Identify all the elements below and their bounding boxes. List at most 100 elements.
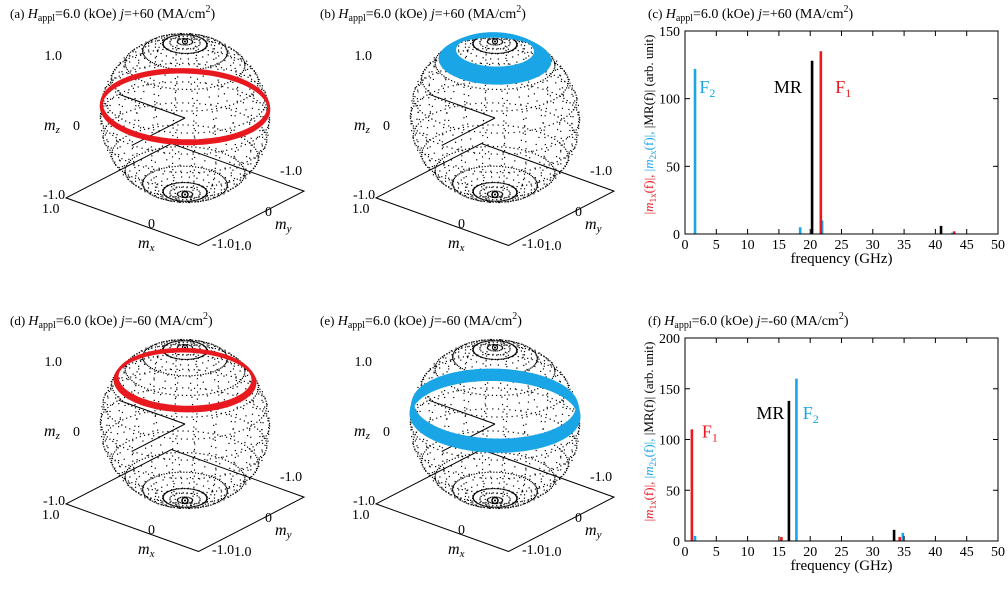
x-tick-label: 45 xyxy=(960,238,974,253)
mz-top-label: 1.0 xyxy=(355,355,373,370)
x-tick-label: 35 xyxy=(897,545,911,560)
y-tick-label: 150 xyxy=(659,25,680,40)
mx-zero-label: 0 xyxy=(148,217,155,232)
x-tick-label: 0 xyxy=(682,238,689,253)
axis-line xyxy=(428,399,496,425)
my-zero-label: 0 xyxy=(265,205,272,220)
x-tick-label: 40 xyxy=(928,545,942,560)
mx-left-label: 1.0 xyxy=(352,508,370,523)
mz-zero-label: 0 xyxy=(383,119,390,134)
sphere-b-header: (b) Happl=6.0 (kOe) j=+60 (MA/cm2) xyxy=(320,4,526,24)
y-tick-label: 50 xyxy=(666,160,680,175)
my-right-label: -1.0 xyxy=(590,470,612,485)
series-label: F1 xyxy=(702,421,718,444)
x-axis-label: frequency (GHz) xyxy=(790,251,892,267)
my-axis-label: my xyxy=(275,216,292,235)
series-label: MR xyxy=(774,77,802,97)
floor-box xyxy=(64,448,306,553)
x-tick-label: 0 xyxy=(682,545,689,560)
precession-ring xyxy=(113,347,257,413)
axis-line xyxy=(428,93,496,119)
mx-left-label: 1.0 xyxy=(42,508,60,523)
my-right-label: -1.0 xyxy=(590,164,612,179)
x-tick-label: 25 xyxy=(835,238,849,253)
mz-top-label: 1.0 xyxy=(45,49,63,64)
y-tick-label: 150 xyxy=(659,383,680,398)
mx-zero-label: 0 xyxy=(458,217,465,232)
south-pole-marker xyxy=(491,496,499,505)
sphere-a-header: (a) Happl=6.0 (kOe) j=+60 (MA/cm2) xyxy=(10,4,215,24)
corner-one-label: 1.0 xyxy=(234,545,252,560)
x-tick-label: 30 xyxy=(866,545,880,560)
y-tick-label: 0 xyxy=(673,228,680,243)
y-tick-label: 100 xyxy=(659,93,680,108)
mz-axis-label: mz xyxy=(44,423,61,442)
x-axis-label: frequency (GHz) xyxy=(790,558,892,574)
x-tick-label: 5 xyxy=(713,238,720,253)
mz-axis-label: mz xyxy=(354,117,371,136)
y-tick-label: 0 xyxy=(673,535,680,550)
mx-axis-label: mx xyxy=(448,235,465,254)
x-tick-label: 20 xyxy=(803,238,817,253)
mz-bottom-label: -1.0 xyxy=(353,188,375,203)
plot-frame xyxy=(684,30,999,235)
sphere-e-header: (e) Happl=6.0 (kOe) j=-60 (MA/cm2) xyxy=(320,311,522,331)
axis-line xyxy=(118,399,186,425)
x-tick-label: 45 xyxy=(960,545,974,560)
mx-axis-label: mx xyxy=(138,235,155,254)
mz-zero-label: 0 xyxy=(383,425,390,440)
corner-one-label: 1.0 xyxy=(544,239,562,254)
y-axis-label: |m1x(f)|, |m2x(f)|, |MR(f)| (arb. unit) xyxy=(641,342,658,522)
mx-zero-label: 0 xyxy=(458,523,465,538)
mx-left-label: 1.0 xyxy=(352,202,370,217)
south-pole-marker xyxy=(181,496,189,505)
sphere-d-header: (d) Happl=6.0 (kOe) j=-60 (MA/cm2) xyxy=(10,311,213,331)
my-axis-label: my xyxy=(275,522,292,541)
y-axis-label: |m1x(f)|, |m2x(f)|, |MR(f)| (arb. unit) xyxy=(641,35,658,215)
plot-frame xyxy=(684,337,999,542)
series-label: MR xyxy=(756,403,784,423)
corner-label: -1.0 xyxy=(522,543,544,558)
my-axis-label: my xyxy=(585,216,602,235)
axis-line xyxy=(118,93,186,119)
corner-label: -1.0 xyxy=(212,237,234,252)
floor-box xyxy=(374,142,616,247)
chart-header: (c) Happl=6.0 (kOe) j=+60 (MA/cm2) xyxy=(648,4,853,24)
mz-zero-label: 0 xyxy=(73,425,80,440)
x-tick-label: 25 xyxy=(835,545,849,560)
my-zero-label: 0 xyxy=(575,205,582,220)
my-right-label: -1.0 xyxy=(280,164,302,179)
series-label: F2 xyxy=(803,403,819,426)
mx-axis-label: mx xyxy=(138,541,155,560)
south-pole-marker xyxy=(181,190,189,199)
x-tick-label: 10 xyxy=(741,238,755,253)
mz-axis-label: mz xyxy=(44,117,61,136)
x-tick-label: 15 xyxy=(772,545,786,560)
x-tick-label: 20 xyxy=(803,545,817,560)
x-tick-label: 50 xyxy=(991,238,1005,253)
sphere-mesh xyxy=(409,32,581,204)
series-label: F1 xyxy=(835,77,851,100)
corner-label: -1.0 xyxy=(522,237,544,252)
corner-label: -1.0 xyxy=(212,543,234,558)
x-tick-label: 15 xyxy=(772,238,786,253)
precession-ring xyxy=(409,368,581,453)
my-right-label: -1.0 xyxy=(280,470,302,485)
mz-axis-label: mz xyxy=(354,423,371,442)
mx-axis-label: mx xyxy=(448,541,465,560)
mz-bottom-label: -1.0 xyxy=(43,494,65,509)
mx-left-label: 1.0 xyxy=(42,202,60,217)
my-axis-label: my xyxy=(585,522,602,541)
x-tick-label: 10 xyxy=(741,545,755,560)
x-tick-label: 40 xyxy=(928,238,942,253)
my-zero-label: 0 xyxy=(265,511,272,526)
mz-bottom-label: -1.0 xyxy=(353,494,375,509)
x-tick-label: 50 xyxy=(991,545,1005,560)
north-pole-marker xyxy=(181,38,189,45)
south-pole-marker xyxy=(491,190,499,199)
